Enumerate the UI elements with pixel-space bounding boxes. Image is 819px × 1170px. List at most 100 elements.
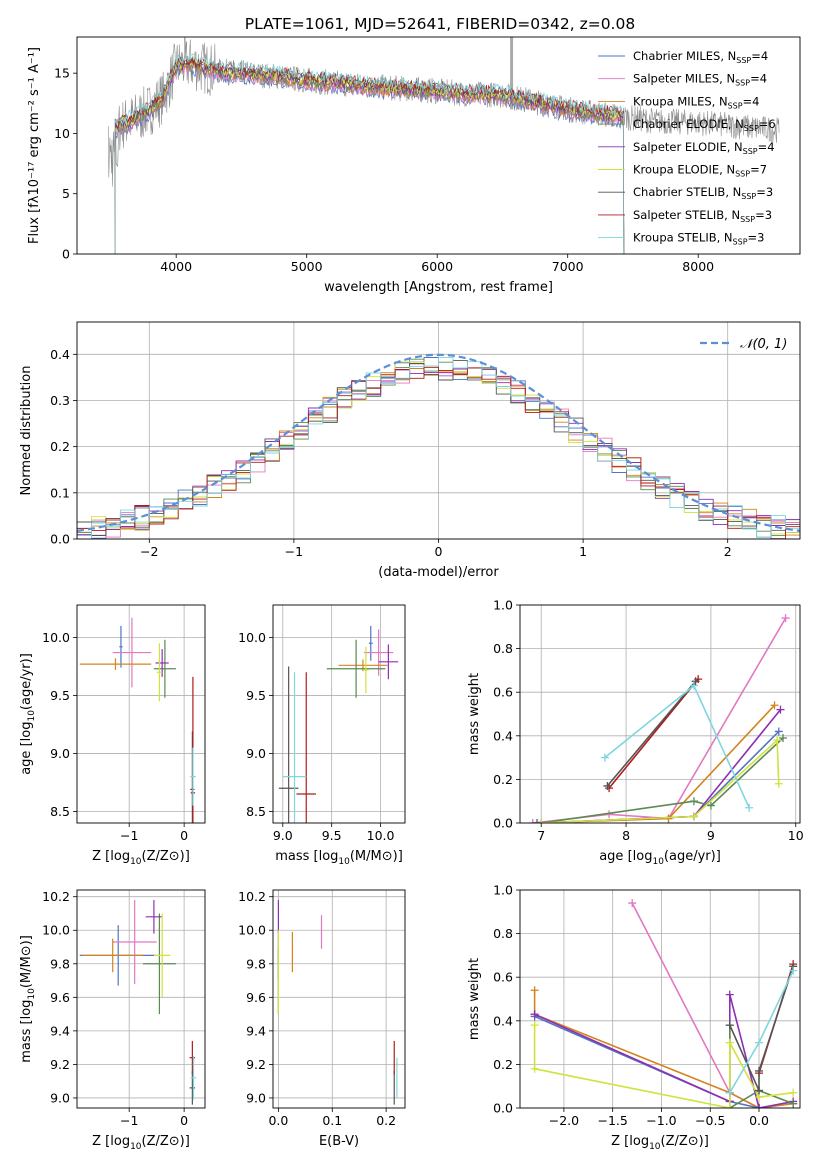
x-axis-label: wavelength [Angstrom, rest frame] (324, 280, 553, 295)
legend-entry: Chabrier MILES, NSSP=4 (633, 49, 768, 65)
model-kroupa_elodie (114, 56, 625, 254)
y-tick-label: 10 (54, 126, 70, 141)
axes-frame (76, 36, 801, 255)
axes-frame (519, 889, 801, 1109)
x-tick-label: −0.5 (695, 1113, 725, 1128)
legend-entry: Kroupa MILES, NSSP=4 (633, 94, 759, 110)
y-tick-label: 9.8 (50, 956, 70, 971)
weight-line-salpeter_stelib (608, 678, 699, 789)
y-tick-label: 9.5 (246, 688, 266, 703)
y-tick-label: 9.5 (50, 688, 70, 703)
x-tick-label: 0.1 (322, 1113, 342, 1128)
x-tick-label: −1 (285, 544, 303, 559)
x-tick-label: 0.0 (749, 1113, 769, 1128)
weight-marker-chabrier_stelib (755, 1086, 764, 1095)
y-tick-label: 10.2 (238, 889, 266, 904)
weight-marker-kroupa_elodie (530, 1021, 539, 1030)
y-tick-label: 9.0 (50, 746, 70, 761)
x-tick-label: −1.5 (598, 1113, 628, 1128)
weight-marker-kroupa_elodie (789, 1088, 798, 1097)
x-tick-label: 6000 (421, 259, 453, 274)
y-tick-label: 10.2 (42, 889, 70, 904)
y-tick-label: 1.0 (493, 598, 513, 613)
y-tick-label: 10.0 (42, 630, 70, 645)
axes-frame (76, 604, 206, 824)
model-kroupa_stelib (114, 53, 625, 254)
x-tick-label: 7 (537, 828, 545, 843)
x-tick-label: 4000 (160, 259, 192, 274)
x-tick-label: 10.0 (367, 828, 395, 843)
legend-entry: Chabrier STELIB, NSSP=3 (633, 185, 773, 201)
weight-marker-kroupa_stelib (725, 1088, 734, 1097)
weight-line-kroupa_elodie (541, 738, 780, 823)
plot-area (530, 899, 798, 1108)
axes-frame (272, 604, 406, 824)
y-tick-label: 9.2 (50, 1057, 70, 1072)
weight-marker-kroupa_stelib (689, 681, 698, 690)
x-tick-label: 0 (180, 1113, 188, 1128)
y-tick-label: 0.8 (493, 641, 513, 656)
weight-marker-salpeter_miles (528, 819, 537, 823)
weight-marker-chabrier_stelib (725, 1021, 734, 1030)
weight-marker-kroupa_elodie (725, 1104, 734, 1108)
weight-marker-chabrier_elodie (779, 733, 788, 742)
weight-line-chabrier_stelib (729, 966, 794, 1091)
y-tick-label: 9.4 (246, 1023, 266, 1038)
weight-marker-salpeter_miles (781, 614, 790, 623)
y-tick-label: 0.1 (50, 485, 70, 500)
panel-residuals: −2 −1 0 1 2 0.0 0.1 0.2 0.3 0.4 (data-model)/error… (19, 321, 801, 580)
y-tick-label: 8.5 (50, 804, 70, 819)
weight-marker-kroupa_stelib (600, 753, 609, 762)
y-tick-label: 8.5 (246, 804, 266, 819)
weight-marker-chabrier_elodie (706, 801, 715, 810)
y-tick-label: 5 (62, 186, 70, 201)
weight-marker-chabrier_miles (774, 727, 783, 736)
axes-frame (272, 889, 406, 1109)
x-tick-label: 8000 (682, 259, 714, 274)
plot-area (528, 614, 790, 823)
model-salpeter_stelib (114, 55, 625, 254)
weight-line-kroupa_elodie (533, 1025, 794, 1108)
weight-marker-chabrier_stelib (755, 1066, 764, 1075)
normal-curve (77, 353, 800, 532)
x-tick-label: 10 (788, 828, 804, 843)
weight-marker-kroupa_elodie (530, 1064, 539, 1073)
weight-marker-salpeter_miles (628, 899, 637, 908)
weight-marker-salpeter_elodie (530, 1010, 539, 1019)
x-axis-label: Z [log10(Z/Z⊙)] (611, 1134, 709, 1152)
x-tick-label: 9 (707, 828, 715, 843)
model-salpeter_elodie (114, 59, 625, 254)
y-tick-label: 0 (62, 247, 70, 262)
weight-marker-salpeter_elodie (725, 990, 734, 999)
weight-marker-chabrier_stelib (691, 677, 700, 686)
y-tick-label: 9.6 (50, 990, 70, 1005)
x-tick-label: 5000 (291, 259, 323, 274)
weight-marker-kroupa_elodie (537, 819, 546, 823)
x-tick-label: 2 (724, 544, 732, 559)
plot-area (77, 353, 800, 539)
figure-title: PLATE=1061, MJD=52641, FIBERID=0342, z=0… (245, 15, 635, 33)
weight-marker-kroupa_elodie (725, 1038, 734, 1047)
y-tick-label: 0.2 (50, 439, 70, 454)
y-tick-label: 0.0 (493, 816, 513, 831)
panel-spectrum: 4000 5000 6000 7000 8000 0 5 10 15 wavelength [An… (27, 36, 801, 295)
legend-entry: Salpeter STELIB, NSSP=3 (633, 208, 772, 224)
y-tick-label: 0.0 (493, 1101, 513, 1116)
x-axis-label: E(B-V) (319, 1134, 359, 1149)
y-axis-label: mass weight (467, 673, 482, 755)
y-tick-label: 0.6 (493, 970, 513, 985)
x-axis-label: age [log10(age/yr)] (599, 849, 721, 867)
x-tick-label: 0 (435, 544, 443, 559)
panel-mass-weight-vs-age: 7 8 9 10 0.0 0.2 0.4 0.6 0.8 1.0 age [log10(age/yr… (467, 598, 804, 868)
y-axis-label: mass [log10(M/M⊙)] (19, 935, 37, 1063)
y-tick-label: 10.0 (238, 923, 266, 938)
y-tick-label: 0.4 (493, 1013, 513, 1028)
x-tick-label: 0.2 (376, 1113, 396, 1128)
model-kroupa_miles (114, 61, 625, 254)
legend-entry: 𝒩(0, 1) (740, 337, 787, 352)
axes-frame (76, 889, 206, 1109)
x-tick-label: 1 (579, 544, 587, 559)
weight-line-chabrier_elodie (541, 737, 784, 823)
